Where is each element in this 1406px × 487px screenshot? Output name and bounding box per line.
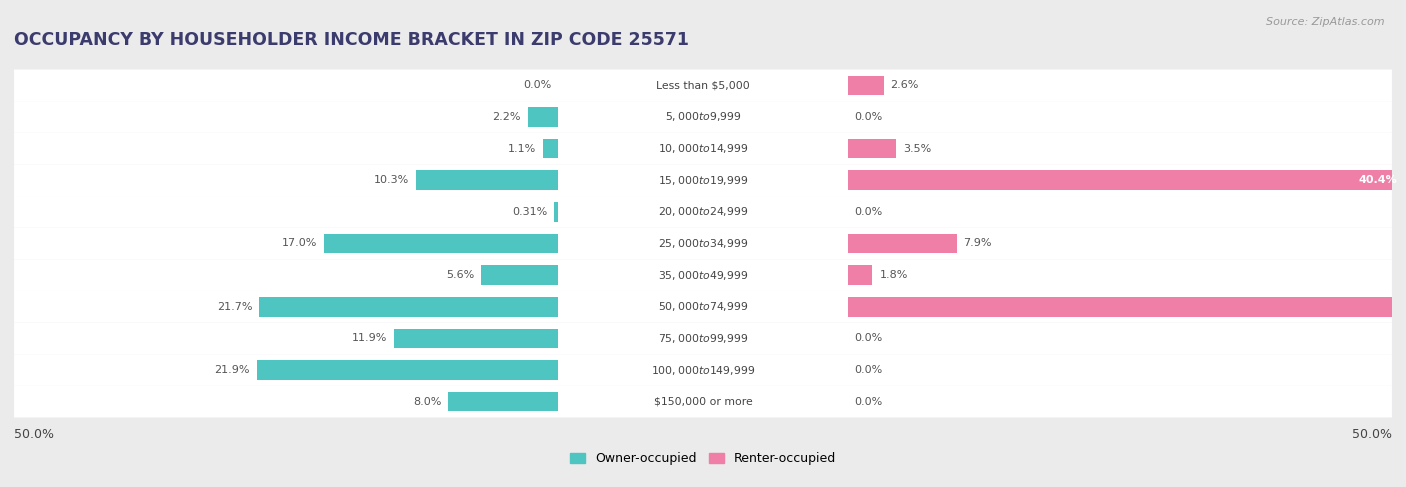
FancyBboxPatch shape <box>14 133 1392 165</box>
Bar <box>848 234 956 253</box>
Text: 11.9%: 11.9% <box>352 334 388 343</box>
Text: 0.0%: 0.0% <box>523 80 551 90</box>
Bar <box>848 265 873 285</box>
Text: 5.6%: 5.6% <box>446 270 474 280</box>
FancyBboxPatch shape <box>14 101 1392 133</box>
Text: $5,000 to $9,999: $5,000 to $9,999 <box>665 111 741 124</box>
Bar <box>449 392 558 412</box>
FancyBboxPatch shape <box>14 354 1392 386</box>
Text: $75,000 to $99,999: $75,000 to $99,999 <box>658 332 748 345</box>
Text: $50,000 to $74,999: $50,000 to $74,999 <box>658 300 748 313</box>
FancyBboxPatch shape <box>14 291 1392 322</box>
Text: Source: ZipAtlas.com: Source: ZipAtlas.com <box>1267 17 1385 27</box>
Text: 2.2%: 2.2% <box>492 112 522 122</box>
Text: 0.31%: 0.31% <box>512 207 547 217</box>
Text: OCCUPANCY BY HOUSEHOLDER INCOME BRACKET IN ZIP CODE 25571: OCCUPANCY BY HOUSEHOLDER INCOME BRACKET … <box>14 31 689 49</box>
Text: 50.0%: 50.0% <box>14 428 53 441</box>
Text: 17.0%: 17.0% <box>281 239 318 248</box>
Bar <box>848 170 1405 190</box>
Text: 0.0%: 0.0% <box>855 365 883 375</box>
Bar <box>394 329 558 348</box>
Text: $35,000 to $49,999: $35,000 to $49,999 <box>658 269 748 281</box>
Text: 10.3%: 10.3% <box>374 175 409 185</box>
Bar <box>848 75 883 95</box>
Text: 2.6%: 2.6% <box>890 80 918 90</box>
FancyBboxPatch shape <box>14 196 1392 228</box>
Text: 0.0%: 0.0% <box>855 207 883 217</box>
Text: 50.0%: 50.0% <box>1353 428 1392 441</box>
Text: 0.0%: 0.0% <box>855 112 883 122</box>
Text: 3.5%: 3.5% <box>903 144 931 153</box>
FancyBboxPatch shape <box>14 322 1392 354</box>
Text: 1.1%: 1.1% <box>508 144 536 153</box>
Bar <box>416 170 558 190</box>
Bar <box>543 139 558 158</box>
Bar <box>259 297 558 317</box>
Bar <box>256 360 558 380</box>
Text: 0.0%: 0.0% <box>855 334 883 343</box>
Text: Less than $5,000: Less than $5,000 <box>657 80 749 90</box>
Text: $15,000 to $19,999: $15,000 to $19,999 <box>658 174 748 187</box>
Legend: Owner-occupied, Renter-occupied: Owner-occupied, Renter-occupied <box>565 448 841 470</box>
Bar <box>481 265 558 285</box>
FancyBboxPatch shape <box>14 386 1392 417</box>
Text: $150,000 or more: $150,000 or more <box>654 397 752 407</box>
Text: $100,000 to $149,999: $100,000 to $149,999 <box>651 363 755 376</box>
Text: 1.8%: 1.8% <box>879 270 908 280</box>
FancyBboxPatch shape <box>14 259 1392 291</box>
Text: 0.0%: 0.0% <box>855 397 883 407</box>
FancyBboxPatch shape <box>14 70 1392 101</box>
Text: 7.9%: 7.9% <box>963 239 991 248</box>
Text: $10,000 to $14,999: $10,000 to $14,999 <box>658 142 748 155</box>
Bar <box>554 202 558 222</box>
Text: $20,000 to $24,999: $20,000 to $24,999 <box>658 206 748 218</box>
Text: 40.4%: 40.4% <box>1358 175 1398 185</box>
Text: 8.0%: 8.0% <box>413 397 441 407</box>
Bar <box>848 297 1406 317</box>
Text: 21.7%: 21.7% <box>217 302 253 312</box>
Bar <box>848 139 896 158</box>
Text: $25,000 to $34,999: $25,000 to $34,999 <box>658 237 748 250</box>
FancyBboxPatch shape <box>14 228 1392 259</box>
Text: 21.9%: 21.9% <box>214 365 250 375</box>
FancyBboxPatch shape <box>14 165 1392 196</box>
Bar <box>323 234 558 253</box>
Bar <box>529 107 558 127</box>
